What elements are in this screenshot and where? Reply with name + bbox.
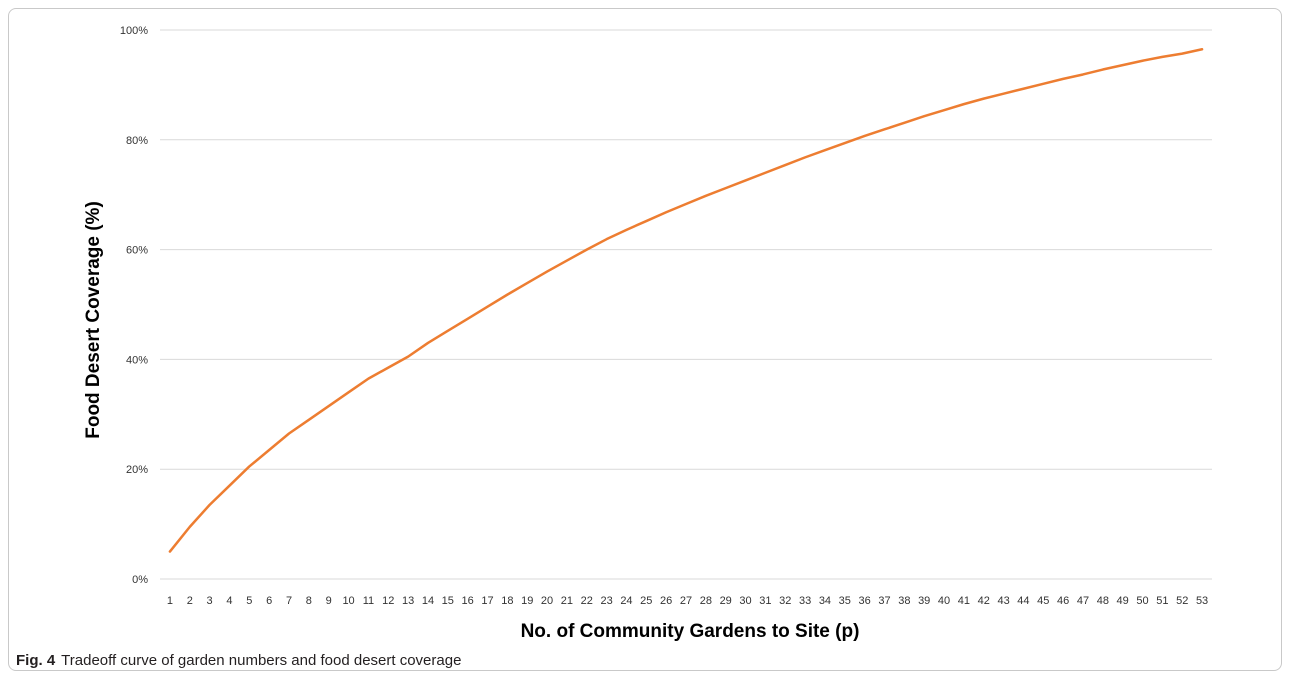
x-axis-label: No. of Community Gardens to Site (p) <box>521 621 860 642</box>
x-tick-label: 12 <box>382 595 394 607</box>
x-tick-label: 23 <box>600 595 612 607</box>
x-tick-label: 46 <box>1057 595 1069 607</box>
x-tick-label: 50 <box>1136 595 1148 607</box>
x-tick-label: 17 <box>481 595 493 607</box>
x-tick-label: 10 <box>342 595 354 607</box>
x-tick-label: 42 <box>978 595 990 607</box>
x-tick-label: 20 <box>541 595 553 607</box>
x-tick-label: 9 <box>326 595 332 607</box>
x-tick-label: 15 <box>442 595 454 607</box>
x-tick-label: 6 <box>266 595 272 607</box>
series-line <box>168 47 1204 553</box>
figure-caption: Fig. 4 Tradeoff curve of garden numbers a… <box>16 652 461 669</box>
x-axis-ticks: 1 2 3 4 5 6 7 8 9 10 11 12 13 14 15 16 17 18 19 20 21 22 23 24 2… <box>167 595 1208 607</box>
x-tick-label: 2 <box>187 595 193 607</box>
figure-frame <box>8 8 1282 671</box>
x-tick-label: 28 <box>700 595 712 607</box>
gridlines <box>160 29 1212 580</box>
x-tick-label: 32 <box>779 595 791 607</box>
x-tick-label: 13 <box>402 595 414 607</box>
x-tick-label: 37 <box>878 595 890 607</box>
y-tick-label: 40% <box>126 354 148 366</box>
x-tick-label: 26 <box>660 595 672 607</box>
x-tick-label: 34 <box>819 595 831 607</box>
x-tick-label: 4 <box>226 595 232 607</box>
x-tick-label: 35 <box>839 595 851 607</box>
x-tick-label: 30 <box>739 595 751 607</box>
x-tick-label: 51 <box>1156 595 1168 607</box>
x-tick-label: 53 <box>1196 595 1208 607</box>
x-tick-label: 49 <box>1117 595 1129 607</box>
caption-text: Tradeoff curve of garden numbers and foo… <box>61 652 462 669</box>
x-tick-label: 27 <box>680 595 692 607</box>
y-tick-label: 60% <box>126 245 148 257</box>
x-tick-label: 22 <box>581 595 593 607</box>
x-tick-label: 29 <box>720 595 732 607</box>
caption-label: Fig. 4 <box>16 652 56 669</box>
x-tick-label: 1 <box>167 595 173 607</box>
x-tick-label: 44 <box>1017 595 1029 607</box>
x-tick-label: 7 <box>286 595 292 607</box>
x-tick-label: 18 <box>501 595 513 607</box>
y-tick-label: 100% <box>120 25 148 37</box>
x-tick-label: 36 <box>859 595 871 607</box>
x-tick-label: 14 <box>422 595 434 607</box>
x-tick-label: 3 <box>207 595 213 607</box>
x-tick-label: 45 <box>1037 595 1049 607</box>
x-tick-label: 25 <box>640 595 652 607</box>
x-tick-label: 41 <box>958 595 970 607</box>
x-tick-label: 47 <box>1077 595 1089 607</box>
y-tick-label: 20% <box>126 464 148 476</box>
x-tick-label: 21 <box>561 595 573 607</box>
x-tick-label: 48 <box>1097 595 1109 607</box>
series-layer <box>168 47 1204 553</box>
y-tick-label: 0% <box>132 574 148 586</box>
x-tick-label: 19 <box>521 595 533 607</box>
x-tick-label: 24 <box>620 595 632 607</box>
x-tick-label: 52 <box>1176 595 1188 607</box>
y-axis-label: Food Desert Coverage (%) <box>83 201 104 439</box>
x-tick-label: 38 <box>898 595 910 607</box>
x-tick-label: 31 <box>759 595 771 607</box>
x-tick-label: 11 <box>363 595 374 607</box>
line-chart: 0%20%40%60%80%100% 1 2 3 4 5 6 7 8 9 10 11 12 13 14 15… <box>83 25 1212 642</box>
x-tick-label: 8 <box>306 595 312 607</box>
x-tick-label: 33 <box>799 595 811 607</box>
x-tick-label: 43 <box>997 595 1009 607</box>
y-axis-ticks: 0% 20% 40% 60% 80% 100% <box>120 25 148 586</box>
y-tick-label: 80% <box>126 135 148 147</box>
x-tick-label: 5 <box>246 595 252 607</box>
x-tick-label: 16 <box>462 595 474 607</box>
x-tick-label: 40 <box>938 595 950 607</box>
x-tick-label: 39 <box>918 595 930 607</box>
